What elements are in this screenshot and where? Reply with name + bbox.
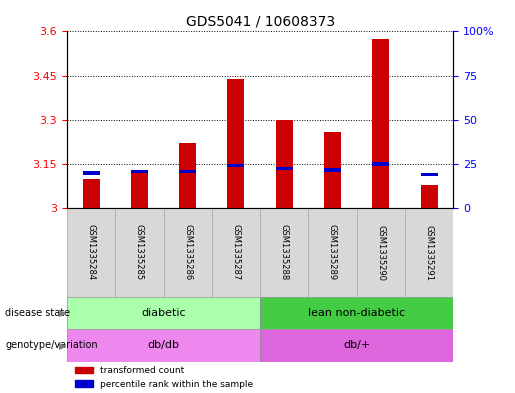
Bar — [179, 170, 196, 173]
Text: db/db: db/db — [147, 340, 180, 350]
Bar — [324, 132, 341, 208]
Title: GDS5041 / 10608373: GDS5041 / 10608373 — [185, 15, 335, 29]
Legend: transformed count, percentile rank within the sample: transformed count, percentile rank withi… — [72, 363, 257, 393]
Bar — [372, 162, 389, 166]
Bar — [131, 170, 148, 173]
Bar — [421, 185, 438, 208]
Bar — [260, 208, 308, 297]
Text: GSM1335288: GSM1335288 — [280, 224, 289, 281]
Bar — [115, 208, 163, 297]
Bar — [179, 143, 196, 208]
Bar — [228, 164, 245, 167]
Bar — [82, 179, 99, 208]
Bar — [67, 208, 115, 297]
Bar — [67, 297, 260, 329]
Bar — [260, 329, 453, 362]
Text: lean non-diabetic: lean non-diabetic — [308, 308, 405, 318]
Bar — [228, 79, 245, 208]
Text: genotype/variation: genotype/variation — [5, 340, 98, 350]
Bar — [324, 168, 341, 172]
Bar — [131, 173, 148, 208]
Bar — [405, 208, 453, 297]
Bar — [308, 208, 356, 297]
Bar — [276, 120, 293, 208]
Text: GSM1335291: GSM1335291 — [424, 224, 434, 281]
Bar — [372, 39, 389, 208]
Bar — [212, 208, 260, 297]
Text: diabetic: diabetic — [141, 308, 186, 318]
Text: GSM1335287: GSM1335287 — [231, 224, 241, 281]
Bar — [276, 167, 293, 170]
Bar — [82, 171, 99, 175]
Text: GSM1335285: GSM1335285 — [135, 224, 144, 281]
Bar — [67, 329, 260, 362]
Bar — [260, 297, 453, 329]
Bar — [421, 173, 438, 176]
Text: db/+: db/+ — [343, 340, 370, 350]
Text: GSM1335289: GSM1335289 — [328, 224, 337, 281]
Bar — [356, 208, 405, 297]
Text: ▶: ▶ — [59, 340, 67, 350]
Bar — [163, 208, 212, 297]
Text: GSM1335290: GSM1335290 — [376, 224, 385, 281]
Text: GSM1335284: GSM1335284 — [87, 224, 96, 281]
Text: disease state: disease state — [5, 308, 70, 318]
Text: GSM1335286: GSM1335286 — [183, 224, 192, 281]
Text: ▶: ▶ — [59, 308, 67, 318]
